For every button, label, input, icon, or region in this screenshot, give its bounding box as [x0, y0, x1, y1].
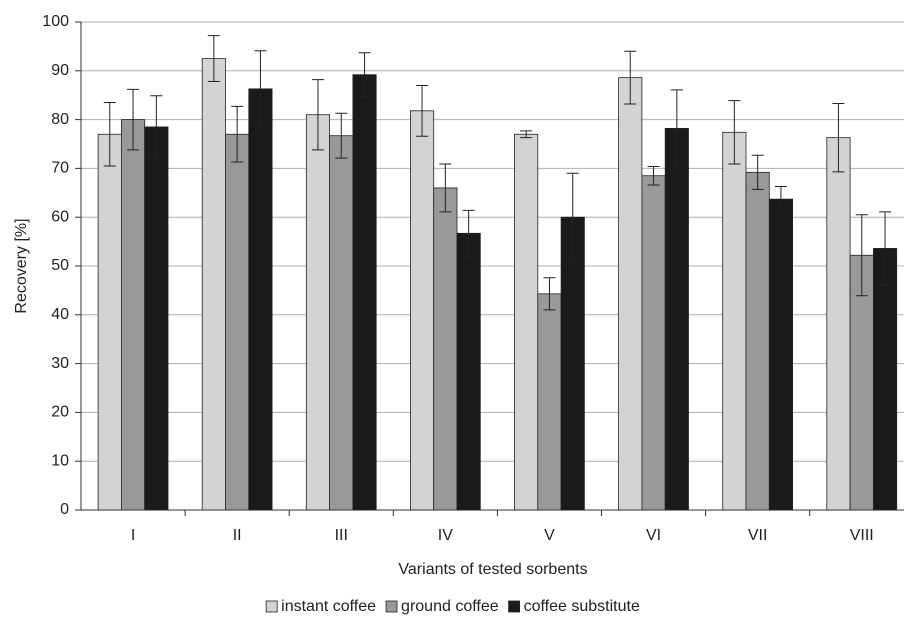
error-bar	[358, 52, 371, 98]
y-tick-label: 10	[51, 452, 69, 469]
error-bar	[543, 277, 556, 311]
x-tick-label: III	[335, 527, 348, 544]
bar	[144, 126, 169, 511]
bar	[514, 133, 539, 511]
bar	[433, 187, 458, 511]
bar	[745, 171, 770, 511]
error-bar	[207, 35, 220, 83]
bar	[618, 77, 643, 511]
y-tick-label: 50	[51, 257, 69, 274]
legend-label: coffee substitute	[524, 598, 640, 615]
x-tick-label: VIII	[850, 527, 874, 544]
bar	[456, 232, 481, 511]
error-bar	[462, 209, 475, 257]
bar	[664, 127, 689, 511]
error-bar	[254, 50, 267, 128]
x-tick-label: VI	[646, 527, 661, 544]
y-tick-label: 100	[42, 13, 69, 30]
bar	[641, 175, 666, 511]
error-bar	[127, 88, 140, 151]
bar	[225, 133, 250, 511]
error-bar	[231, 105, 244, 163]
legend-swatch	[385, 600, 398, 613]
bar	[248, 88, 273, 511]
bar	[722, 131, 747, 511]
error-bar	[670, 89, 683, 168]
bar	[768, 198, 793, 511]
error-bar	[879, 211, 892, 286]
bar	[329, 135, 354, 511]
legend-swatch	[265, 600, 278, 613]
bar	[826, 137, 851, 511]
bar	[97, 133, 122, 511]
error-bar	[439, 163, 452, 213]
x-axis-label: Variants of tested sorbents	[398, 561, 587, 578]
error-bar	[416, 84, 429, 137]
x-tick-label: V	[544, 527, 555, 544]
y-axis-label: Recovery [%]	[13, 218, 30, 313]
y-tick-label: 70	[51, 160, 69, 177]
y-tick-label: 60	[51, 208, 69, 225]
y-tick-label: 40	[51, 306, 69, 323]
legend-label: instant coffee	[281, 598, 376, 615]
x-tick-label: VII	[748, 527, 768, 544]
error-bar	[728, 100, 741, 165]
legend-label: ground coffee	[401, 598, 499, 615]
bar	[121, 119, 146, 511]
error-bar	[520, 130, 533, 139]
bar	[873, 248, 898, 511]
x-tick-label: II	[233, 527, 242, 544]
error-bar	[103, 102, 116, 167]
x-tick-label: I	[131, 527, 135, 544]
error-bar	[566, 172, 579, 262]
error-bar	[855, 214, 868, 297]
error-bar	[624, 50, 637, 105]
legend-swatch	[508, 600, 521, 613]
y-tick-label: 30	[51, 355, 69, 372]
bar	[537, 293, 562, 511]
error-bar	[335, 112, 348, 159]
y-tick-label: 0	[60, 501, 69, 518]
error-bar	[647, 165, 660, 186]
error-bar	[774, 185, 787, 213]
x-tick-label: IV	[438, 527, 453, 544]
error-bar	[832, 102, 845, 173]
y-tick-label: 80	[51, 111, 69, 128]
y-tick-label: 90	[51, 62, 69, 79]
error-bar	[311, 79, 324, 151]
y-tick-label: 20	[51, 404, 69, 421]
bar	[305, 114, 330, 511]
bar	[352, 74, 377, 511]
error-bar	[150, 95, 163, 159]
error-bar	[751, 154, 764, 190]
bar	[201, 58, 226, 511]
bar	[409, 110, 435, 511]
